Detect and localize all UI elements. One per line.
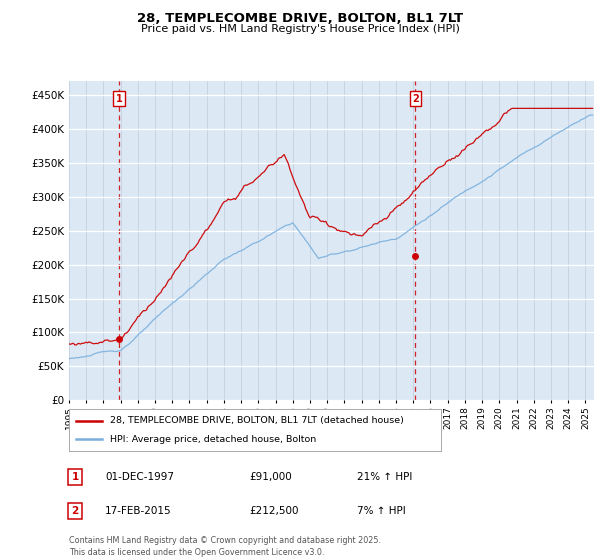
- Text: 1: 1: [71, 472, 79, 482]
- Text: 2: 2: [412, 94, 419, 104]
- Text: 7% ↑ HPI: 7% ↑ HPI: [357, 506, 406, 516]
- Text: 28, TEMPLECOMBE DRIVE, BOLTON, BL1 7LT: 28, TEMPLECOMBE DRIVE, BOLTON, BL1 7LT: [137, 12, 463, 25]
- Text: 21% ↑ HPI: 21% ↑ HPI: [357, 472, 412, 482]
- Text: HPI: Average price, detached house, Bolton: HPI: Average price, detached house, Bolt…: [110, 435, 316, 444]
- Text: 28, TEMPLECOMBE DRIVE, BOLTON, BL1 7LT (detached house): 28, TEMPLECOMBE DRIVE, BOLTON, BL1 7LT (…: [110, 416, 404, 425]
- Text: 1: 1: [116, 94, 122, 104]
- Text: Price paid vs. HM Land Registry's House Price Index (HPI): Price paid vs. HM Land Registry's House …: [140, 24, 460, 34]
- Text: 17-FEB-2015: 17-FEB-2015: [105, 506, 172, 516]
- Text: £91,000: £91,000: [249, 472, 292, 482]
- Text: £212,500: £212,500: [249, 506, 299, 516]
- Text: Contains HM Land Registry data © Crown copyright and database right 2025.
This d: Contains HM Land Registry data © Crown c…: [69, 536, 381, 557]
- Text: 2: 2: [71, 506, 79, 516]
- Text: 01-DEC-1997: 01-DEC-1997: [105, 472, 174, 482]
